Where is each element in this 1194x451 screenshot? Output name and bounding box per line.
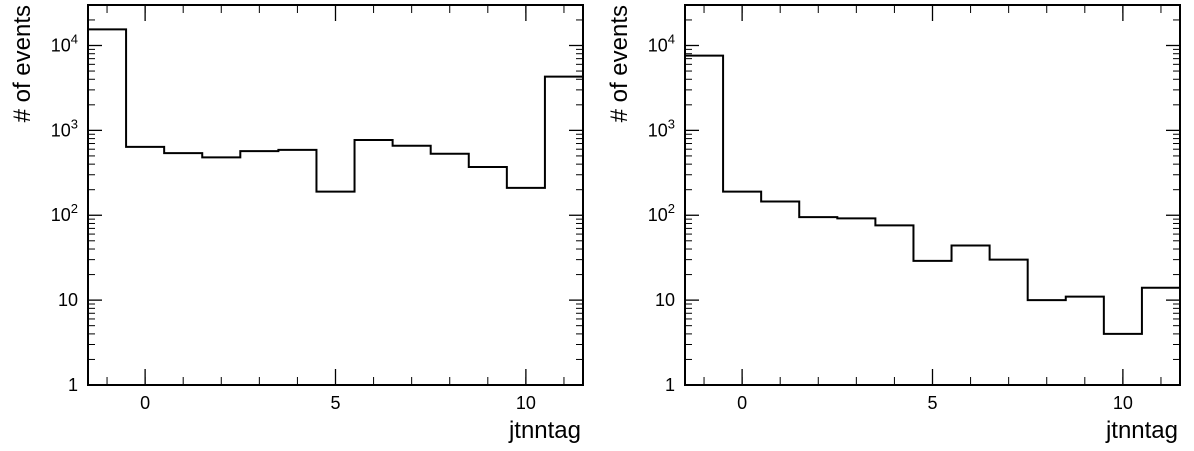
y-axis-label: # of events — [9, 5, 36, 122]
x-tick-label: 5 — [927, 393, 937, 413]
x-tick-label: 0 — [140, 393, 150, 413]
x-tick-label: 5 — [330, 393, 340, 413]
x-axis-label: jtnntag — [508, 417, 581, 444]
plot-frame — [684, 4, 1181, 386]
y-tick-label: 103 — [648, 116, 675, 140]
y-tick-label: 102 — [51, 201, 78, 225]
y-axis-label: # of events — [606, 5, 633, 122]
y-tick-label: 104 — [648, 31, 675, 55]
y-tick-label: 1 — [68, 375, 78, 395]
y-tick-label: 103 — [51, 116, 78, 140]
plot-frame — [87, 4, 584, 386]
x-tick-label: 10 — [1113, 393, 1133, 413]
x-tick-label: 0 — [737, 393, 747, 413]
histogram-line — [88, 28, 583, 193]
y-tick-label: 10 — [58, 290, 78, 310]
histogram-line — [685, 54, 1180, 335]
y-tick-label: 10 — [655, 290, 675, 310]
chart-panel-left: 1 10 102 103 104 0 5 10 jtnntag # of events — [9, 4, 584, 444]
x-axis-label: jtnntag — [1105, 417, 1178, 444]
y-tick-label: 1 — [665, 375, 675, 395]
x-tick-label: 10 — [516, 393, 536, 413]
y-tick-label: 102 — [648, 201, 675, 225]
y-tick-label: 104 — [51, 31, 78, 55]
chart-panel-right: 1 10 102 103 104 0 5 10 jtnntag # of events — [606, 4, 1181, 444]
